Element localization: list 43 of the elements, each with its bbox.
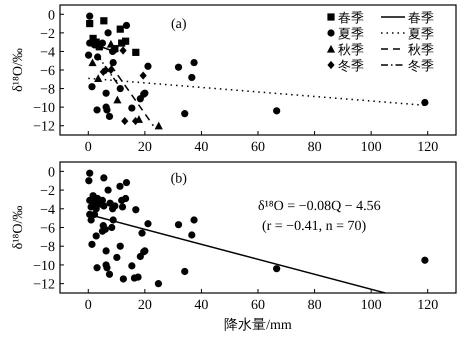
x-tick-label: 60 (251, 298, 265, 313)
y-axis-title: δ¹⁸O/‰ (11, 48, 26, 92)
legend-label: 冬季 (338, 58, 364, 73)
annotation: (b) (170, 172, 188, 187)
legend-label: 秋季 (408, 42, 434, 57)
y-tick-label: −8 (40, 240, 55, 256)
y-tick-label: −8 (40, 82, 55, 98)
y-tick-label: −6 (40, 222, 55, 236)
y-tick-label: −12 (33, 120, 55, 135)
legend-label: 夏季 (408, 26, 434, 41)
x-tick-label: 80 (308, 140, 322, 155)
x-tick-label: 100 (360, 298, 382, 313)
x-tick-label: 40 (194, 298, 208, 313)
y-tick-label: 0 (48, 8, 55, 24)
legend-label: 春季 (338, 10, 364, 25)
legend-label: 春季 (408, 10, 434, 25)
x-tick-label: 20 (138, 298, 152, 313)
y-tick-label: 0 (48, 165, 55, 180)
y-tick-label: −10 (33, 101, 55, 116)
legend-label: 秋季 (338, 42, 364, 57)
y-tick-label: −2 (40, 184, 55, 200)
annotation: (a) (171, 17, 187, 32)
y-tick-label: −6 (40, 64, 55, 79)
y-tick-label: −4 (40, 202, 55, 218)
legend-label: 夏季 (338, 26, 364, 41)
y-tick-label: −4 (40, 45, 55, 60)
y-tick-label: −2 (40, 26, 55, 42)
y-tick-label: −12 (33, 278, 55, 293)
y-axis-title: δ¹⁸O/‰ (11, 206, 26, 250)
x-tick-label: 0 (84, 298, 92, 313)
x-tick-label: 80 (308, 298, 322, 313)
annotation: δ¹⁸O = −0.08Q − 4.56 (258, 199, 381, 214)
x-tick-label: 0 (84, 140, 92, 155)
x-axis-title: 降水量/mm (224, 317, 292, 333)
x-tick-label: 100 (360, 140, 382, 155)
x-tick-label: 120 (417, 140, 438, 155)
x-tick-label: 60 (251, 140, 265, 155)
x-tick-label: 20 (138, 140, 152, 155)
legend-label: 冬季 (408, 58, 434, 73)
x-tick-label: 40 (194, 140, 208, 155)
annotation: (r = −0.41, n = 70) (262, 218, 366, 234)
x-tick-label: 120 (417, 298, 438, 313)
y-tick-label: −10 (33, 258, 55, 274)
